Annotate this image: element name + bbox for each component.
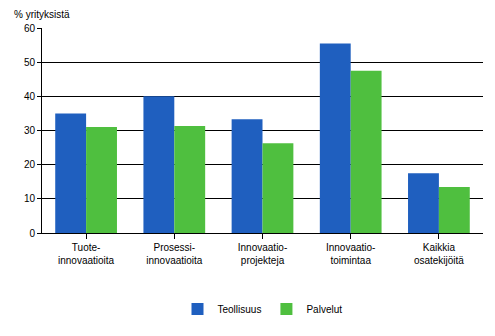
- svg-text:Prosessi-innovaatioita: Prosessi-innovaatioita: [146, 242, 203, 266]
- svg-text:Kaikkiaosatekijöitä: Kaikkiaosatekijöitä: [414, 242, 464, 266]
- svg-text:10: 10: [24, 193, 36, 204]
- svg-text:0: 0: [29, 228, 35, 239]
- svg-text:Palvelut: Palvelut: [306, 304, 342, 315]
- svg-text:% yrityksistä: % yrityksistä: [14, 9, 70, 20]
- svg-text:Innovaatio-projekteja: Innovaatio-projekteja: [238, 242, 287, 266]
- svg-text:Tuote-innovaatioita: Tuote-innovaatioita: [58, 242, 115, 266]
- svg-text:20: 20: [24, 159, 36, 170]
- svg-text:40: 40: [24, 91, 36, 102]
- svg-text:60: 60: [24, 23, 36, 34]
- svg-text:Teollisuus: Teollisuus: [218, 304, 262, 315]
- svg-text:30: 30: [24, 125, 36, 136]
- svg-text:Innovaatio-toimintaa: Innovaatio-toimintaa: [326, 242, 375, 266]
- svg-text:50: 50: [24, 57, 36, 68]
